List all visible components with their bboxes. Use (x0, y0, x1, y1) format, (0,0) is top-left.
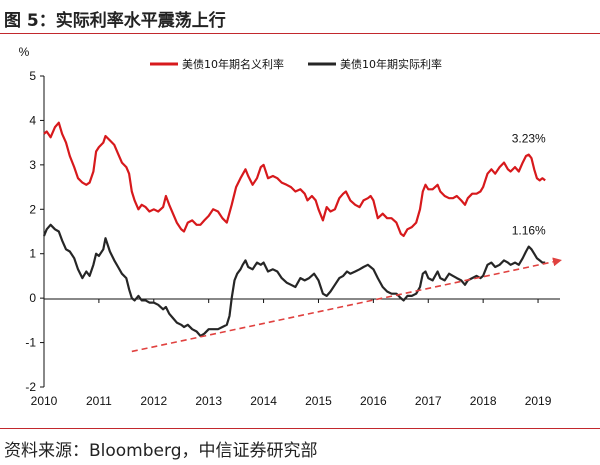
figure-source: 资料来源：Bloomberg，中信证券研究部 (4, 441, 318, 461)
legend-label-nominal: 美债10年期名义利率 (182, 57, 284, 71)
series-line-real-yield (42, 223, 546, 337)
x-tick-label: 2015 (305, 394, 332, 408)
y-tick-label: 0 (29, 291, 36, 305)
x-tick-label: 2017 (415, 394, 442, 408)
legend: 美债10年期名义利率 美债10年期实际利率 (150, 57, 442, 71)
legend-label-real: 美债10年期实际利率 (340, 57, 442, 71)
x-tick-label: 2013 (195, 394, 222, 408)
y-tick-label: 3 (29, 158, 36, 172)
annotation-nominal-latest: 3.23% (512, 132, 546, 146)
series-line-nominal-yield (43, 121, 546, 237)
x-tick-label: 2014 (250, 394, 277, 408)
y-tick-label: 1 (29, 247, 36, 261)
trend-arrow (131, 257, 562, 353)
x-tick-label: 2019 (525, 394, 552, 408)
y-tick-label: 5 (29, 69, 36, 83)
x-tick-label: 2012 (140, 394, 167, 408)
y-axis-ticks: 5 4 3 2 1 0 -1 -2 (25, 69, 44, 394)
x-tick-label: 2011 (86, 394, 112, 408)
y-tick-label: 4 (29, 113, 36, 127)
y-tick-label: 2 (29, 202, 36, 216)
title-divider (0, 33, 600, 34)
y-tick-label: -1 (25, 336, 36, 350)
y-unit-label: % (19, 45, 30, 59)
x-tick-label: 2010 (31, 394, 58, 408)
x-axis-ticks: 2010 2011 2012 2013 2014 2015 2016 2017 2018 2019 (31, 299, 552, 408)
y-tick-label: -2 (25, 380, 36, 394)
x-tick-label: 2018 (470, 394, 497, 408)
annotation-real-latest: 1.16% (512, 224, 546, 238)
source-divider (0, 428, 600, 429)
figure-title: 图 5：实际利率水平震荡上行 (4, 11, 226, 31)
x-tick-label: 2016 (360, 394, 387, 408)
